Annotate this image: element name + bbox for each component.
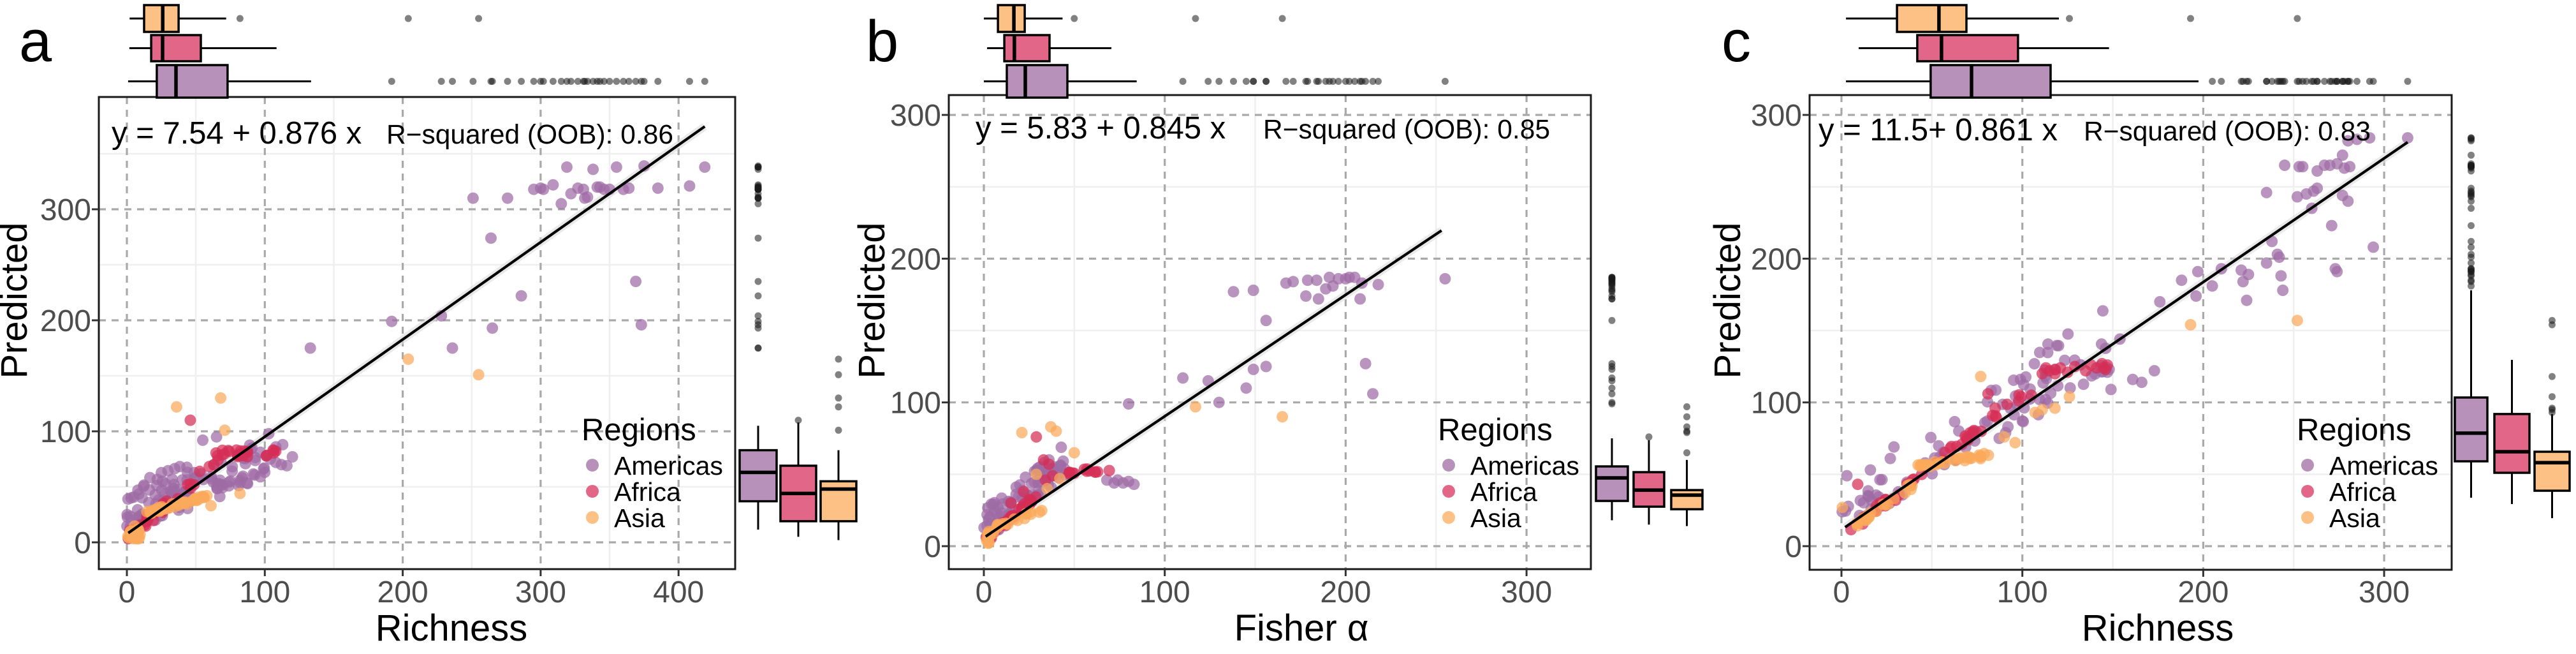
svg-text:300: 300 xyxy=(515,576,566,609)
svg-text:R−squared (OOB): 0.85: R−squared (OOB): 0.85 xyxy=(1263,115,1550,145)
svg-text:Africa: Africa xyxy=(1470,477,1537,507)
svg-text:Asia: Asia xyxy=(1470,503,1521,533)
svg-text:0: 0 xyxy=(1833,576,1850,609)
svg-text:Richness: Richness xyxy=(2082,607,2234,649)
svg-text:200: 200 xyxy=(1751,242,1802,276)
svg-text:100: 100 xyxy=(1139,576,1190,609)
svg-text:Regions: Regions xyxy=(2297,413,2411,447)
svg-text:200: 200 xyxy=(1320,576,1371,609)
svg-text:400: 400 xyxy=(653,576,704,609)
svg-text:Asia: Asia xyxy=(614,503,665,533)
svg-text:100: 100 xyxy=(1751,387,1802,420)
svg-text:300: 300 xyxy=(890,99,941,133)
svg-text:0: 0 xyxy=(119,576,136,609)
svg-text:0: 0 xyxy=(74,526,91,560)
svg-text:200: 200 xyxy=(377,576,428,609)
svg-text:300: 300 xyxy=(1501,576,1552,609)
svg-text:Asia: Asia xyxy=(2329,503,2380,533)
svg-text:Africa: Africa xyxy=(614,477,681,507)
svg-text:y = 5.83 + 0.845 x: y = 5.83 + 0.845 x xyxy=(976,111,1226,145)
svg-text:100: 100 xyxy=(239,576,290,609)
svg-text:Regions: Regions xyxy=(1438,413,1553,447)
svg-text:a: a xyxy=(19,9,52,74)
svg-text:100: 100 xyxy=(890,387,941,420)
svg-text:300: 300 xyxy=(1751,99,1802,133)
svg-text:R−squared (OOB): 0.86: R−squared (OOB): 0.86 xyxy=(386,120,673,150)
svg-text:300: 300 xyxy=(2359,576,2410,609)
svg-text:Richness: Richness xyxy=(376,607,528,649)
svg-text:100: 100 xyxy=(40,415,91,449)
svg-text:Americas: Americas xyxy=(2329,451,2438,480)
svg-text:y = 7.54 + 0.876 x: y = 7.54 + 0.876 x xyxy=(112,116,362,151)
svg-text:Americas: Americas xyxy=(1470,451,1579,480)
svg-text:300: 300 xyxy=(40,193,91,227)
svg-text:200: 200 xyxy=(40,304,91,338)
svg-text:c: c xyxy=(1722,9,1751,74)
svg-text:Predicted: Predicted xyxy=(851,222,893,378)
svg-text:Predicted: Predicted xyxy=(0,222,35,378)
svg-text:b: b xyxy=(866,9,898,74)
svg-text:0: 0 xyxy=(924,530,941,564)
svg-text:Fisher α: Fisher α xyxy=(1234,607,1369,649)
svg-text:Africa: Africa xyxy=(2329,477,2396,507)
svg-text:Americas: Americas xyxy=(614,451,723,480)
svg-text:Predicted: Predicted xyxy=(1707,222,1748,378)
svg-text:0: 0 xyxy=(1785,530,1802,564)
svg-text:Regions: Regions xyxy=(582,413,696,447)
svg-text:200: 200 xyxy=(890,242,941,276)
svg-text:0: 0 xyxy=(976,576,993,609)
svg-text:100: 100 xyxy=(1997,576,2048,609)
svg-text:y = 11.5+ 0.861 x: y = 11.5+ 0.861 x xyxy=(1819,113,2058,147)
svg-text:R−squared (OOB): 0.83: R−squared (OOB): 0.83 xyxy=(2084,117,2371,147)
svg-text:200: 200 xyxy=(2177,576,2228,609)
